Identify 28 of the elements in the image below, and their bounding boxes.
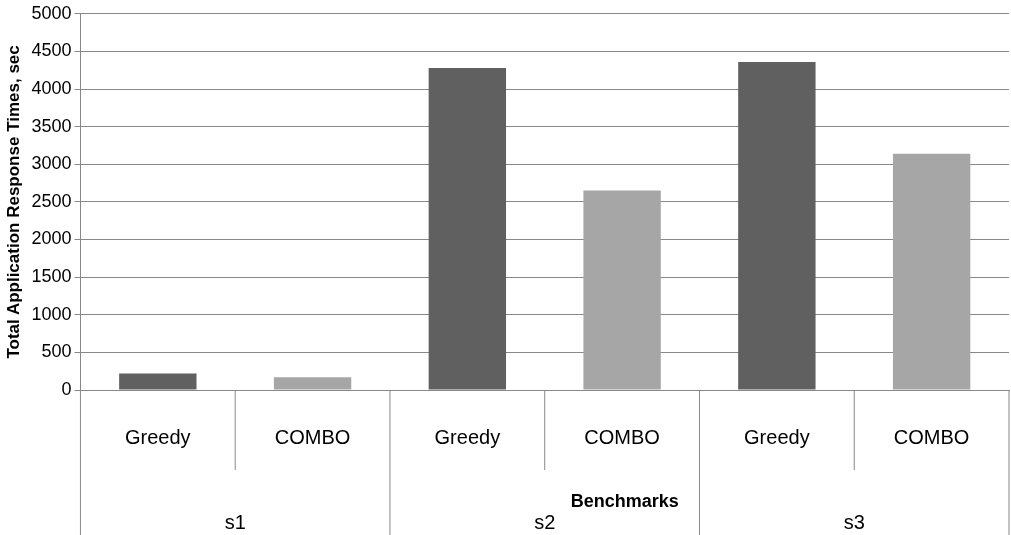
- x-tick-label: s2: [534, 510, 556, 533]
- y-tick-label: 3000: [31, 153, 72, 174]
- bar: [273, 377, 352, 390]
- y-tick-label: 1000: [31, 303, 72, 324]
- series-label: Greedy: [125, 425, 191, 448]
- y-tick-label: 5000: [31, 2, 72, 23]
- y-tick-label: 0: [61, 378, 72, 399]
- y-tick-label: 500: [41, 341, 72, 362]
- y-tick-label: 1500: [31, 266, 72, 287]
- y-tick-label: 4500: [31, 40, 72, 61]
- text: COMBO: [893, 425, 970, 448]
- series-label: COMBO: [274, 425, 351, 448]
- x-tick-label: s1: [224, 510, 246, 533]
- y-tick-label: 2500: [31, 190, 72, 211]
- y-tick-label: 3500: [31, 115, 72, 136]
- y-tick-label: 4000: [31, 78, 72, 99]
- bar: [892, 153, 971, 390]
- text: Greedy: [744, 425, 810, 448]
- x-axis-title: Benchmarks: [570, 490, 679, 511]
- bar: [583, 190, 661, 390]
- x-tick-label: s3: [843, 510, 865, 533]
- text: COMBO: [584, 425, 660, 448]
- bar: [428, 67, 507, 390]
- text: Greedy: [434, 425, 501, 448]
- bar: [119, 373, 197, 390]
- y-tick-label: 2000: [31, 228, 72, 249]
- bar: [738, 61, 816, 390]
- y-axis-title: Total Application Response Times, sec: [3, 45, 23, 359]
